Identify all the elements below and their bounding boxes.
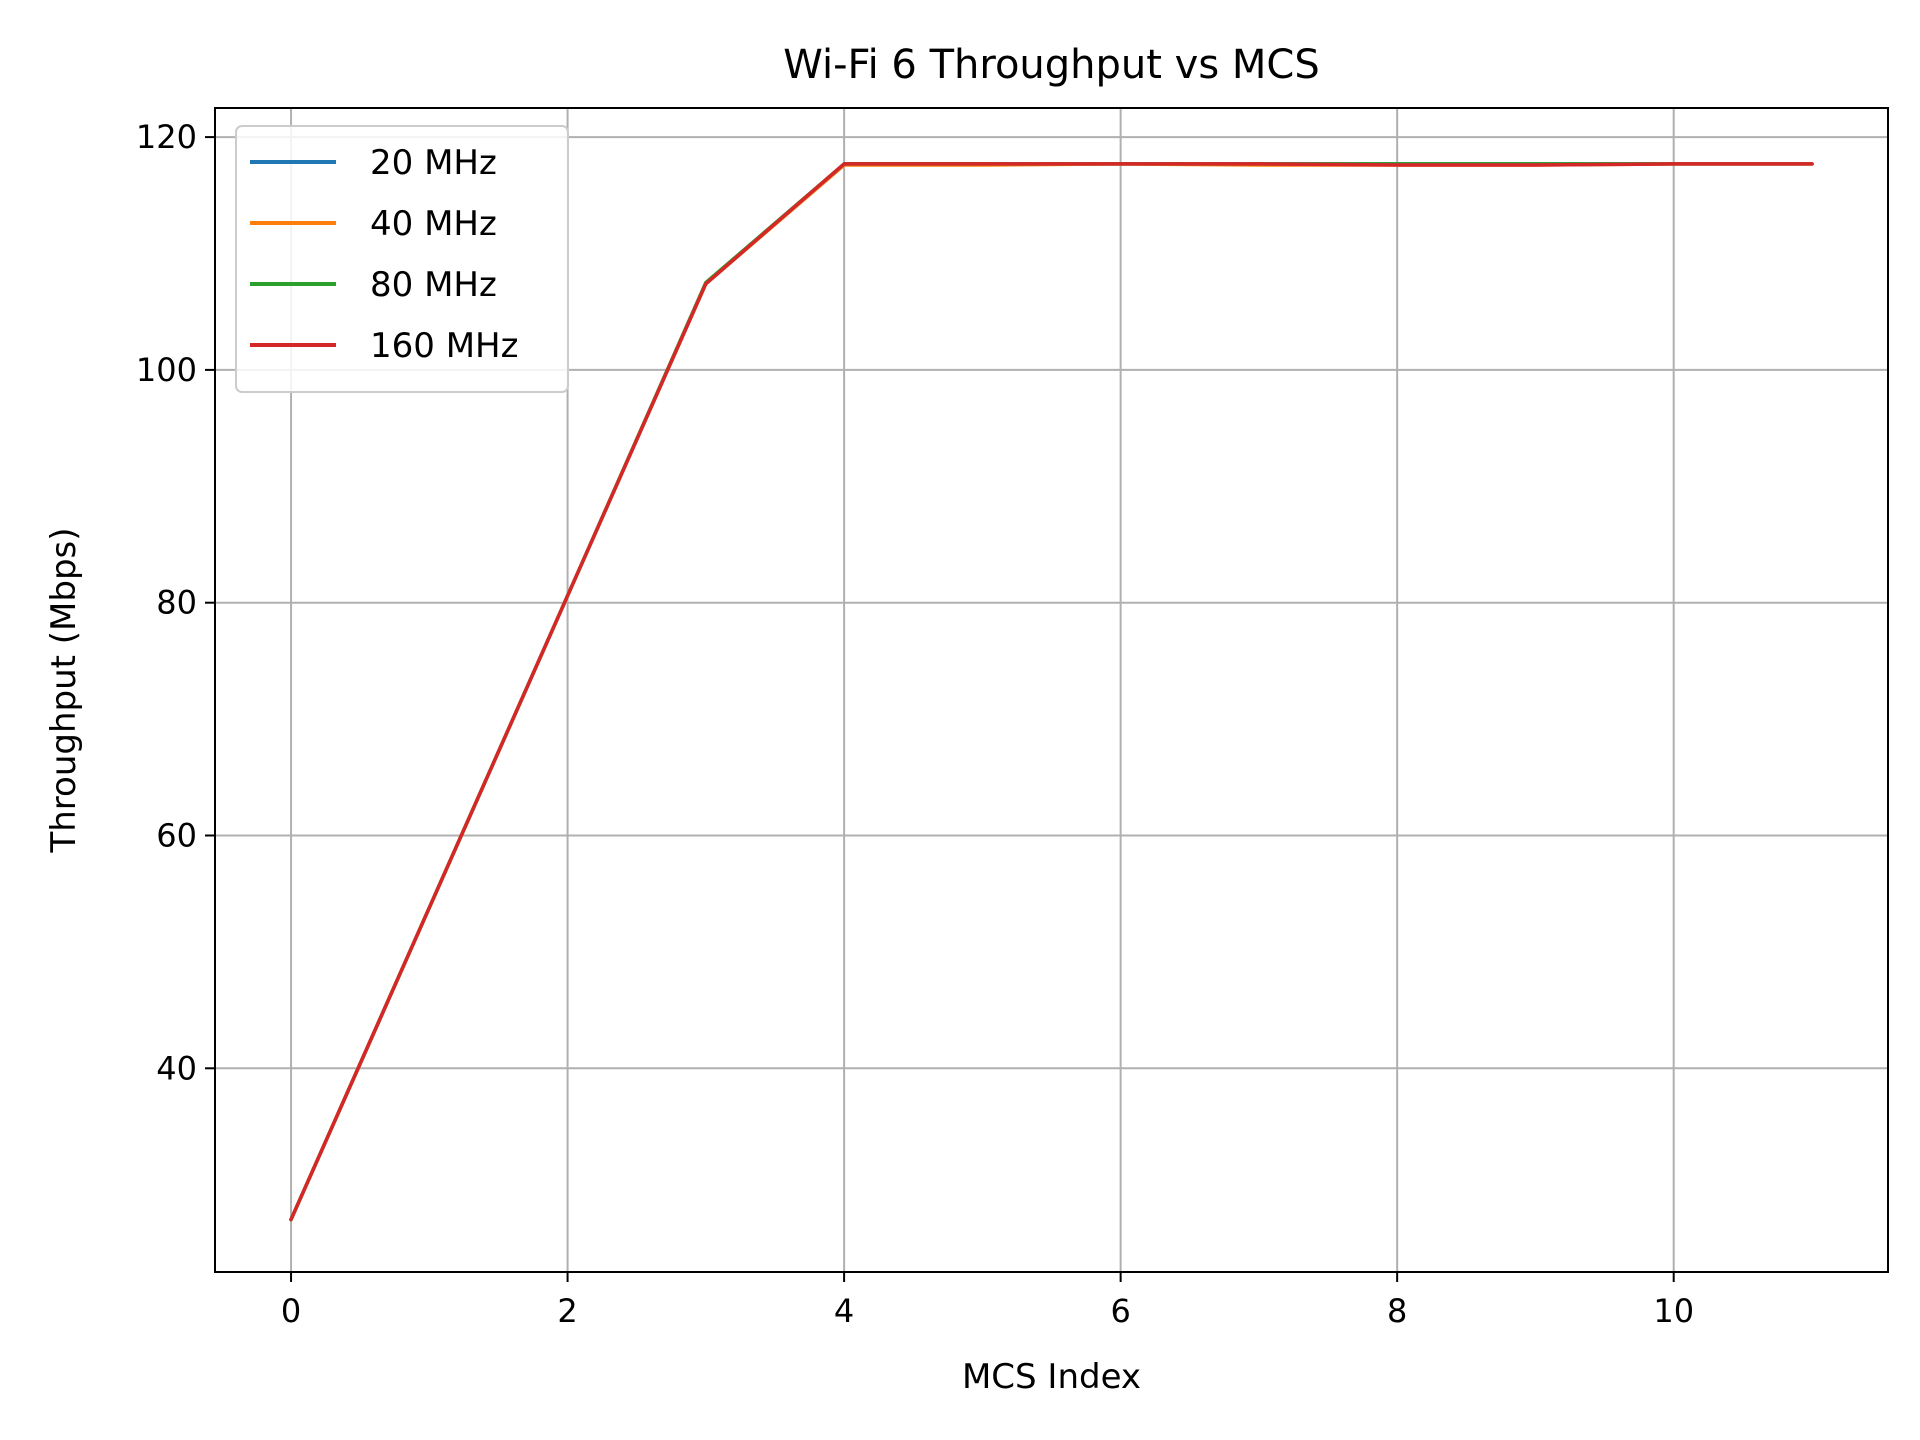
x-axis-label: MCS Index — [962, 1357, 1141, 1397]
x-tick-label: 6 — [1110, 1292, 1130, 1330]
legend-label: 20 MHz — [370, 143, 497, 183]
legend: 20 MHz 40 MHz 80 MHz 160 MHz — [235, 125, 569, 393]
series-lines — [289, 162, 1814, 1222]
axis-ticks: 0 2 4 6 8 10 40 60 80 100 120 — [136, 118, 1694, 1330]
legend-label: 160 MHz — [370, 326, 518, 366]
y-tick-label: 60 — [156, 817, 197, 855]
legend-box — [235, 125, 569, 393]
x-tick-label: 0 — [281, 1292, 301, 1330]
legend-label: 80 MHz — [370, 265, 497, 305]
grid — [215, 108, 1888, 1272]
x-tick-label: 8 — [1387, 1292, 1407, 1330]
y-tick-label: 40 — [156, 1049, 197, 1087]
y-tick-label: 120 — [136, 118, 197, 156]
x-tick-label: 10 — [1653, 1292, 1694, 1330]
plot-area-frame — [214, 107, 1889, 1273]
x-tick-label: 2 — [557, 1292, 577, 1330]
series-line-160-mhz — [289, 162, 1814, 1222]
y-tick-label: 100 — [136, 351, 197, 389]
y-tick-label: 80 — [156, 584, 197, 622]
chart-title: Wi-Fi 6 Throughput vs MCS — [783, 42, 1319, 88]
x-tick-label: 4 — [834, 1292, 854, 1330]
legend-label: 40 MHz — [370, 204, 497, 244]
y-axis-label: Throughput (Mbps) — [44, 527, 84, 853]
